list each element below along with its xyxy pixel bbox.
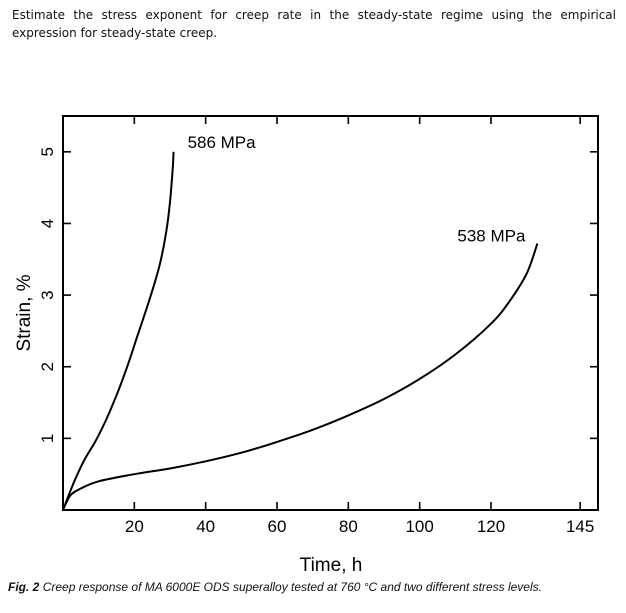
y-axis-title: Strain, % [14, 274, 35, 351]
x-tick-label: 40 [196, 517, 215, 536]
series-lines [62, 151, 539, 511]
y-tick-label: 5 [38, 147, 57, 156]
series-labels: 586 MPa 538 MPa [188, 133, 526, 246]
x-tick-label: 145 [566, 517, 594, 536]
caption-label: Fig. 2 [8, 580, 40, 594]
axis-ticks: 20 40 60 80 100 120 145 1 2 3 4 5 [38, 116, 598, 536]
series-line-0 [62, 151, 175, 511]
series-line-1 [62, 243, 539, 511]
series-label-1: 538 MPa [457, 227, 526, 246]
x-tick-label: 120 [477, 517, 505, 536]
question-text: Estimate the stress exponent for creep r… [12, 8, 616, 40]
caption-text: Creep response of MA 6000E ODS superallo… [42, 580, 542, 594]
x-axis-title: Time, h [300, 555, 363, 576]
y-tick-label: 4 [38, 219, 57, 228]
figure-caption: Fig. 2 Creep response of MA 6000E ODS su… [8, 580, 618, 594]
series-label-0: 586 MPa [188, 133, 257, 152]
x-tick-label: 80 [339, 517, 358, 536]
x-tick-label: 60 [268, 517, 287, 536]
y-tick-label: 3 [38, 290, 57, 299]
x-tick-label: 20 [125, 517, 144, 536]
y-tick-label: 2 [38, 362, 57, 371]
x-tick-label: 100 [405, 517, 433, 536]
plot-frame [62, 115, 599, 511]
y-tick-label: 1 [38, 434, 57, 443]
